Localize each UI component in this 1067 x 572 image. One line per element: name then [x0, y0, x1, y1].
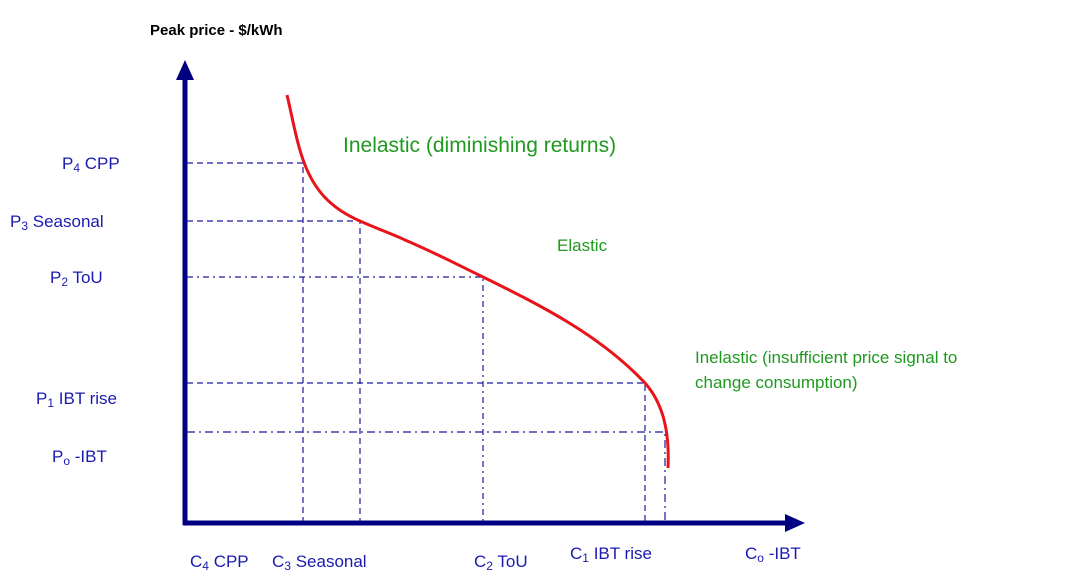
subscript: 4 — [202, 559, 209, 572]
guide-p4 — [187, 162, 304, 521]
subscript: o — [63, 454, 70, 468]
annotation: Inelastic (diminishing returns) — [343, 134, 616, 157]
label-part: ToU — [493, 552, 528, 571]
level-label: Co -IBT — [745, 544, 801, 565]
label-part: P — [50, 268, 61, 287]
subscript: o — [757, 551, 764, 565]
label-part: ToU — [68, 268, 103, 287]
subscript: 3 — [21, 219, 28, 233]
y-arrow — [176, 60, 194, 80]
label-part: Seasonal — [28, 212, 104, 231]
subscript: 3 — [284, 559, 291, 572]
guide-po — [187, 431, 666, 521]
guide-p2 — [187, 276, 484, 521]
subscript: 4 — [73, 161, 80, 175]
axis-title: Peak price - $/kWh — [150, 22, 283, 39]
label-part: IBT rise — [589, 544, 652, 563]
level-label: P4 CPP — [62, 154, 120, 175]
label-part: Seasonal — [291, 552, 367, 571]
level-label: C4 CPP — [190, 552, 249, 572]
subscript: 1 — [582, 551, 589, 565]
annotation: change consumption) — [695, 373, 858, 392]
subscript: 1 — [47, 396, 54, 410]
label-part: C — [474, 552, 486, 571]
level-label: Po -IBT — [52, 447, 107, 468]
label-part: -IBT — [764, 544, 801, 563]
x-arrow — [785, 514, 805, 532]
label-part: CPP — [209, 552, 249, 571]
label-part: P — [52, 447, 63, 466]
subscript: 2 — [61, 275, 68, 289]
label-part: C — [745, 544, 757, 563]
guides — [187, 162, 666, 521]
guide-p3 — [187, 220, 361, 521]
level-label: C3 Seasonal — [272, 552, 367, 572]
label-part: C — [272, 552, 284, 571]
subscript: 2 — [486, 559, 493, 572]
label-part: CPP — [80, 154, 120, 173]
label-part: IBT rise — [54, 389, 117, 408]
label-part: -IBT — [70, 447, 107, 466]
annotation: Inelastic (insufficient price signal to — [695, 348, 957, 367]
level-label: P1 IBT rise — [36, 389, 117, 410]
label-part: P — [62, 154, 73, 173]
level-label: P3 Seasonal — [10, 212, 104, 233]
label-part: C — [570, 544, 582, 563]
label-part: P — [10, 212, 21, 231]
level-label: C1 IBT rise — [570, 544, 652, 565]
label-part: C — [190, 552, 202, 571]
demand-curve — [285, 94, 670, 469]
annotation: Elastic — [557, 236, 608, 255]
guide-p1 — [187, 382, 646, 521]
level-label: C2 ToU — [474, 552, 528, 572]
level-label: P2 ToU — [50, 268, 103, 289]
label-part: P — [36, 389, 47, 408]
